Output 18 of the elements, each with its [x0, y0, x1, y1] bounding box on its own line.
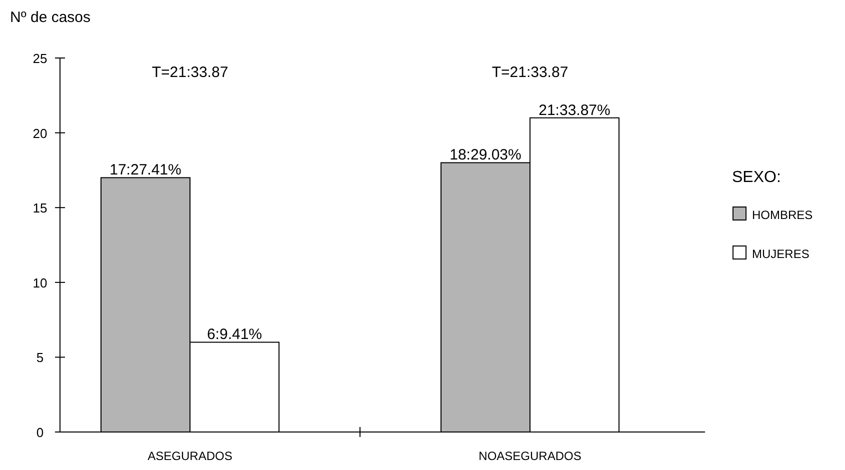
legend-label: MUJERES — [752, 247, 810, 261]
y-tick-label: 0 — [36, 425, 44, 440]
y-axis-title: Nº de casos — [10, 9, 91, 26]
annotation: T=21:33.87 — [152, 64, 228, 81]
data-label: 6:9.41% — [206, 326, 262, 344]
annotation: T=21:33.87 — [492, 64, 568, 81]
y-tick-label: 15 — [32, 200, 48, 216]
y-tick-label: 5 — [36, 350, 44, 366]
y-tick-label: 25 — [32, 51, 48, 66]
data-label: 21:33.87% — [538, 102, 610, 119]
y-tick-label: 10 — [32, 275, 48, 290]
y-tick-label: 20 — [32, 126, 48, 141]
data-label: 17:27.41% — [110, 162, 182, 179]
legend-title: SEXO: — [732, 169, 781, 186]
data-label: 18:29.03% — [450, 146, 522, 164]
x-tick-label: NOASEGURADOS — [478, 449, 582, 463]
x-tick-label: ASEGURADOS — [148, 449, 232, 463]
legend-label: HOMBRES — [752, 208, 813, 222]
